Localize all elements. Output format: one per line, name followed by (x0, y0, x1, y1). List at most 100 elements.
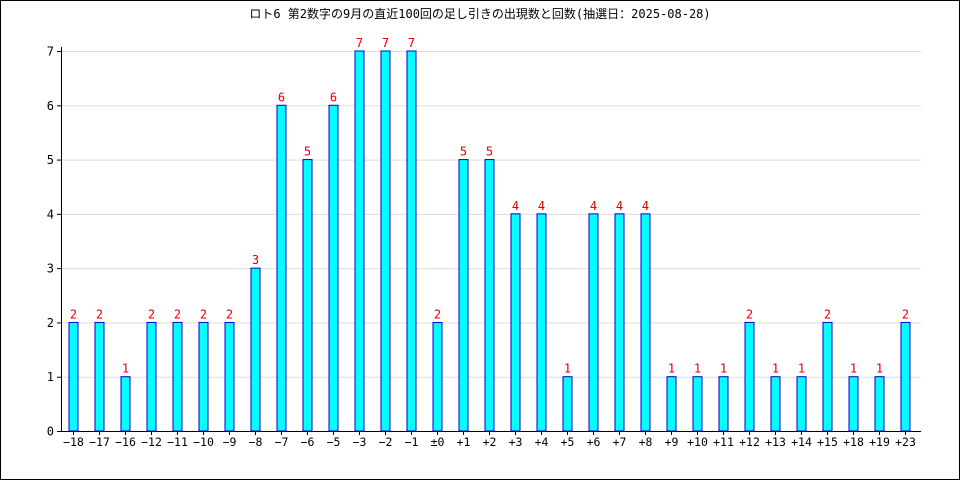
data-label: 7 (408, 36, 415, 50)
y-tick-label: 7 (47, 45, 54, 59)
data-label: 4 (590, 199, 597, 213)
x-tick-label: +11 (713, 435, 734, 449)
x-tick-label: −17 (89, 435, 110, 449)
bar (172, 321, 183, 432)
x-tick-label: −6 (301, 435, 315, 449)
x-tick-label: −18 (63, 435, 84, 449)
bar (198, 321, 209, 432)
x-tick-label: +1 (457, 435, 471, 449)
bar (120, 376, 131, 432)
x-tick-label: +10 (687, 435, 708, 449)
x-tick-label: +15 (817, 435, 838, 449)
data-label: 4 (512, 199, 519, 213)
data-label: 1 (772, 362, 779, 376)
data-label: 2 (434, 307, 441, 321)
x-tick-label: +7 (613, 435, 627, 449)
data-label: 5 (486, 145, 493, 159)
data-label: 1 (798, 362, 805, 376)
x-tick-label: −1 (405, 435, 419, 449)
data-label: 2 (148, 307, 155, 321)
data-label: 2 (902, 307, 909, 321)
bar (718, 376, 729, 432)
data-label: 2 (70, 307, 77, 321)
bar (94, 321, 105, 432)
x-tick-label: +9 (665, 435, 679, 449)
chart-title: ロト6 第2数字の9月の直近100回の足し引きの出現数と回数(抽選日：2025-… (249, 7, 711, 21)
bar (354, 50, 365, 432)
y-tick-label: 5 (47, 153, 54, 167)
bar (874, 376, 885, 432)
y-tick-label: 0 (47, 425, 54, 439)
data-label: 1 (122, 362, 129, 376)
bar (588, 213, 599, 432)
bar (562, 376, 573, 432)
bar (848, 376, 859, 432)
x-tick-label: −16 (115, 435, 136, 449)
bar (406, 50, 417, 432)
data-label: 2 (174, 307, 181, 321)
x-tick-label: +18 (843, 435, 864, 449)
data-label: 1 (876, 362, 883, 376)
bar (224, 321, 235, 432)
data-label: 5 (460, 145, 467, 159)
y-tick-label: 6 (47, 99, 54, 113)
x-tick-label: −12 (141, 435, 162, 449)
bar (380, 50, 391, 432)
x-tick-label: ±0 (431, 435, 445, 449)
x-tick-label: +4 (535, 435, 549, 449)
x-tick-label: +23 (895, 435, 916, 449)
x-tick-label: −7 (275, 435, 289, 449)
data-label: 6 (278, 90, 285, 104)
data-label: 1 (564, 362, 571, 376)
x-tick-label: −10 (193, 435, 214, 449)
x-tick-label: +12 (739, 435, 760, 449)
x-tick-label: +13 (765, 435, 786, 449)
data-label: 4 (538, 199, 545, 213)
bar (68, 321, 79, 432)
data-label: 5 (304, 145, 311, 159)
y-tick-label: 1 (47, 370, 54, 384)
data-label: 2 (200, 307, 207, 321)
x-tick-label: +5 (561, 435, 575, 449)
bar (640, 213, 651, 432)
y-tick-label: 3 (47, 262, 54, 276)
bar (328, 104, 339, 432)
y-tick-label: 2 (47, 316, 54, 330)
data-label: 3 (252, 253, 259, 267)
data-label: 1 (850, 362, 857, 376)
x-tick-label: +19 (869, 435, 890, 449)
bar (510, 213, 521, 432)
data-label: 1 (720, 362, 727, 376)
bar (432, 321, 443, 432)
data-label: 6 (330, 90, 337, 104)
y-tick-label: 4 (47, 207, 54, 221)
bar (770, 376, 781, 432)
bar (900, 321, 911, 432)
x-tick-label: +8 (639, 435, 653, 449)
x-tick-label: −2 (379, 435, 393, 449)
data-label: 4 (616, 199, 623, 213)
data-label: 1 (668, 362, 675, 376)
x-tick-label: −3 (353, 435, 367, 449)
data-label: 4 (642, 199, 649, 213)
bar (484, 159, 495, 432)
bar (458, 159, 469, 432)
x-tick-label: +2 (483, 435, 497, 449)
bar (302, 159, 313, 432)
data-label: 7 (356, 36, 363, 50)
bar (666, 376, 677, 432)
data-label: 2 (824, 307, 831, 321)
bar (614, 213, 625, 432)
x-tick-label: +14 (791, 435, 812, 449)
x-tick-label: −5 (327, 435, 341, 449)
x-tick-label: +6 (587, 435, 601, 449)
data-label: 2 (226, 307, 233, 321)
bar (796, 376, 807, 432)
bar (146, 321, 157, 432)
bar (250, 267, 261, 432)
x-tick-label: −8 (249, 435, 263, 449)
data-label: 2 (746, 307, 753, 321)
data-label: 2 (96, 307, 103, 321)
